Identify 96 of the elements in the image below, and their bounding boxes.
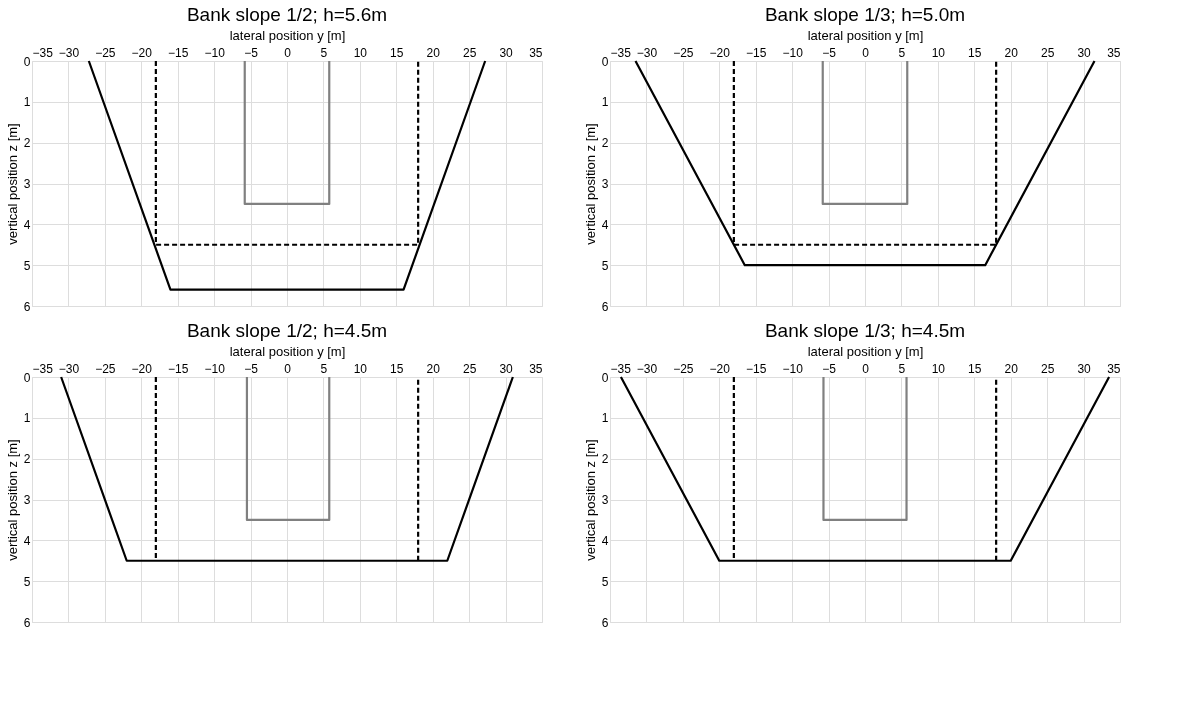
x-tick-label: −25: [673, 361, 694, 376]
y-tick-label: 3: [23, 493, 31, 507]
x-tick-label: 35: [1107, 361, 1121, 376]
chart-title: Bank slope 1/3; h=4.5m: [764, 320, 966, 341]
chart-title: Bank slope 1/3; h=5.0m: [764, 4, 966, 25]
x-tick-label: −35: [610, 45, 632, 60]
y-tick-label: 6: [601, 299, 609, 314]
x-tick-label: 5: [898, 45, 906, 60]
x-tick-label: 35: [1107, 45, 1121, 60]
x-tick-label: 5: [898, 361, 906, 376]
x-tick-label: −35: [610, 361, 632, 376]
x-tick-label: 15: [390, 361, 404, 376]
x-tick-label: −20: [131, 45, 153, 60]
chart-title: Bank slope 1/2; h=5.6m: [186, 4, 388, 25]
x-tick-label: 5: [320, 45, 328, 60]
y-tick-label: 4: [601, 533, 609, 548]
x-tick-label: −25: [95, 45, 116, 60]
y-tick-label: 5: [601, 258, 609, 273]
x-tick-label: 35: [529, 361, 543, 376]
x-tick-label: 10: [931, 361, 946, 376]
x-tick-label: 25: [462, 45, 477, 60]
x-tick-label: 35: [529, 45, 543, 60]
y-tick-label: 3: [23, 177, 31, 191]
y-tick-label: 2: [601, 452, 609, 467]
x-tick-label: 20: [426, 45, 441, 60]
x-tick-label: 30: [1077, 361, 1092, 376]
x-tick-label: −30: [636, 45, 658, 60]
x-tick-label: −30: [58, 361, 80, 376]
x-tick-label: −5: [822, 45, 837, 60]
x-axis-title: lateral position y [m]: [807, 27, 924, 43]
x-tick-label: −35: [32, 45, 54, 60]
y-tick-label: 4: [23, 217, 31, 232]
y-tick-label: 1: [23, 411, 31, 426]
x-tick-label: −10: [204, 45, 226, 60]
x-tick-label: 20: [1004, 361, 1019, 376]
x-tick-label: 30: [499, 361, 514, 376]
x-tick-label: −25: [673, 45, 694, 60]
y-tick-label: 6: [23, 615, 31, 630]
x-tick-label: −15: [168, 45, 189, 60]
x-tick-label: −15: [746, 361, 767, 376]
x-tick-label: −25: [95, 361, 116, 376]
x-tick-label: 15: [390, 45, 404, 60]
y-tick-label: 4: [23, 533, 31, 548]
x-tick-label: −20: [709, 45, 731, 60]
x-tick-label: −35: [32, 361, 54, 376]
y-tick-label: 5: [23, 574, 31, 589]
x-tick-label: 0: [284, 361, 292, 376]
x-tick-label: −30: [58, 45, 80, 60]
x-tick-label: 10: [353, 45, 368, 60]
x-tick-label: −15: [168, 361, 189, 376]
y-tick-label: 2: [23, 136, 31, 151]
x-tick-label: −10: [204, 361, 226, 376]
y-tick-label: 5: [23, 258, 31, 273]
x-tick-label: 20: [426, 361, 441, 376]
x-tick-label: −20: [131, 361, 153, 376]
x-tick-label: −15: [746, 45, 767, 60]
x-tick-label: 20: [1004, 45, 1019, 60]
y-axis-title: vertical position z [m]: [582, 439, 598, 561]
x-tick-label: 0: [862, 45, 870, 60]
y-tick-label: 4: [601, 217, 609, 232]
y-axis-title: vertical position z [m]: [4, 123, 20, 245]
x-tick-label: −10: [782, 45, 804, 60]
chart-title: Bank slope 1/2; h=4.5m: [186, 320, 388, 341]
y-tick-label: 1: [23, 95, 31, 110]
y-tick-label: 1: [601, 95, 609, 110]
x-tick-label: 15: [968, 361, 982, 376]
y-tick-label: 6: [601, 615, 609, 630]
x-tick-label: 0: [284, 45, 292, 60]
y-axis-title: vertical position z [m]: [582, 123, 598, 245]
y-tick-label: 3: [601, 493, 609, 507]
x-tick-label: −30: [636, 361, 658, 376]
x-tick-label: −5: [244, 361, 259, 376]
x-tick-label: −10: [782, 361, 804, 376]
x-tick-label: 25: [462, 361, 477, 376]
x-tick-label: 5: [320, 361, 328, 376]
x-tick-label: 10: [353, 361, 368, 376]
y-tick-label: 6: [23, 299, 31, 314]
x-tick-label: −5: [244, 45, 259, 60]
y-tick-label: 2: [601, 136, 609, 151]
x-tick-label: −20: [709, 361, 731, 376]
y-tick-label: 5: [601, 574, 609, 589]
x-tick-label: 0: [862, 361, 870, 376]
x-tick-label: 15: [968, 45, 982, 60]
x-tick-label: −5: [822, 361, 837, 376]
y-tick-label: 2: [23, 452, 31, 467]
y-tick-label: 3: [601, 177, 609, 191]
x-tick-label: 30: [1077, 45, 1092, 60]
x-tick-label: 25: [1040, 361, 1055, 376]
x-tick-label: 25: [1040, 45, 1055, 60]
x-tick-label: 10: [931, 45, 946, 60]
x-axis-title: lateral position y [m]: [807, 343, 924, 359]
y-tick-label: 1: [601, 411, 609, 426]
x-axis-title: lateral position y [m]: [229, 343, 346, 359]
x-axis-title: lateral position y [m]: [229, 27, 346, 43]
x-tick-label: 30: [499, 45, 514, 60]
y-axis-title: vertical position z [m]: [4, 439, 20, 561]
